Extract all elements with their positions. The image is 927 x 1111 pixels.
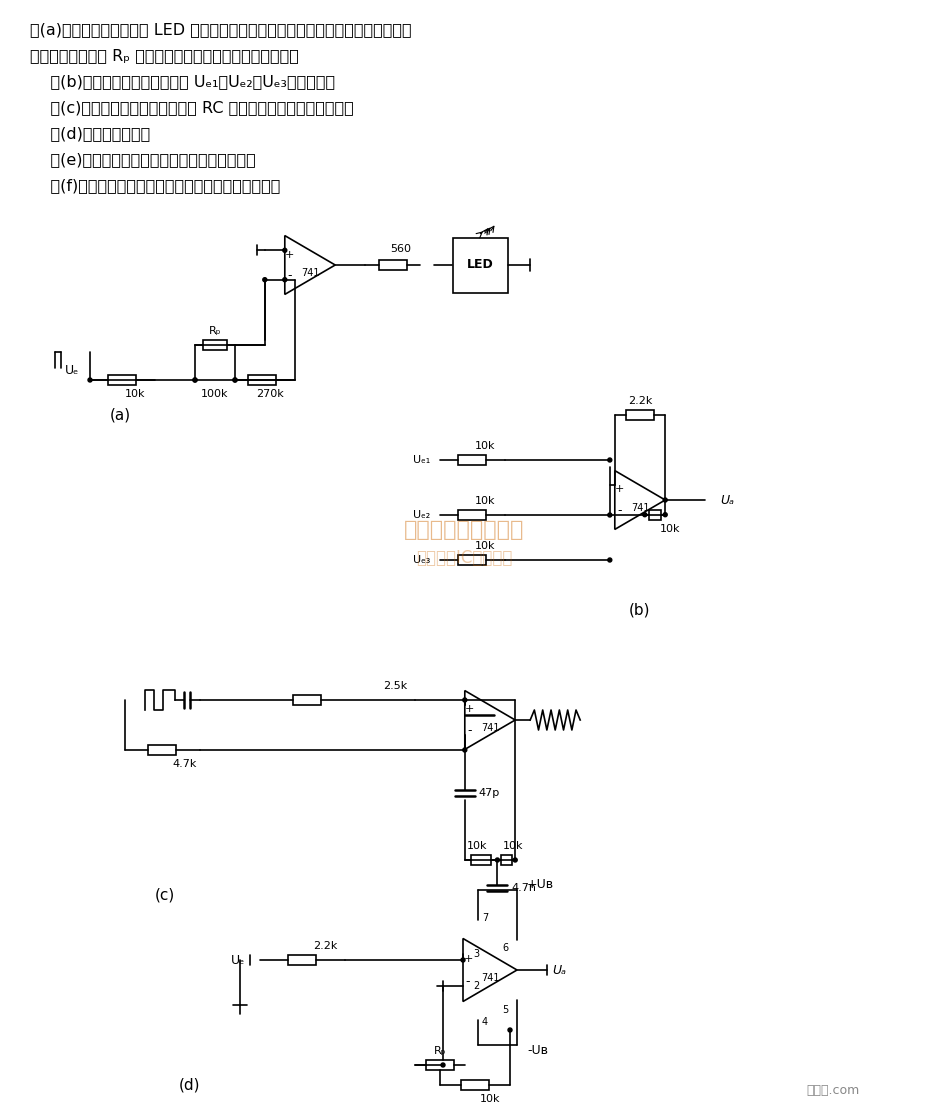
Bar — [108, 376, 136, 386]
Bar — [648, 510, 660, 520]
Text: (a): (a) — [109, 408, 131, 422]
Bar — [425, 1060, 453, 1070]
Circle shape — [495, 858, 499, 862]
Text: 2.2k: 2.2k — [312, 941, 337, 951]
Text: 2: 2 — [473, 981, 478, 991]
Text: Rₚ: Rₚ — [433, 1045, 446, 1055]
Text: 2.2k: 2.2k — [628, 396, 652, 406]
Text: 741: 741 — [630, 503, 649, 513]
Text: 10k: 10k — [475, 496, 495, 506]
Text: 100k: 100k — [201, 389, 228, 399]
Bar — [471, 855, 490, 865]
Text: Uₐ: Uₐ — [719, 493, 733, 507]
Circle shape — [663, 512, 667, 517]
Circle shape — [283, 248, 286, 252]
Text: +: + — [463, 953, 472, 963]
Bar — [458, 456, 486, 466]
Bar — [501, 855, 511, 865]
Text: 741: 741 — [480, 973, 499, 983]
Text: 4: 4 — [481, 1017, 488, 1027]
Circle shape — [607, 558, 611, 562]
Text: 接线图.com: 接线图.com — [806, 1083, 859, 1097]
Circle shape — [461, 958, 464, 962]
Circle shape — [507, 1028, 512, 1032]
Bar — [458, 510, 486, 520]
Circle shape — [262, 278, 267, 282]
Text: 10k: 10k — [659, 523, 679, 533]
Text: LED: LED — [466, 259, 493, 271]
Circle shape — [283, 278, 286, 282]
Circle shape — [193, 378, 197, 382]
Text: -: - — [465, 974, 470, 988]
Text: 10k: 10k — [502, 841, 522, 851]
Text: 47p: 47p — [478, 788, 500, 798]
Bar — [458, 556, 486, 565]
Text: Uₑ: Uₑ — [231, 953, 245, 967]
Text: 4.7n: 4.7n — [511, 883, 536, 893]
Text: Uₐ: Uₐ — [552, 963, 565, 977]
Text: +Uв: +Uв — [527, 879, 553, 891]
Circle shape — [663, 498, 667, 502]
Bar — [203, 340, 227, 350]
Circle shape — [233, 378, 236, 382]
Text: 全球最大IC采购网站: 全球最大IC采购网站 — [415, 549, 512, 567]
Bar — [452, 238, 507, 292]
Text: 6: 6 — [502, 943, 508, 953]
Text: 图(d)为比较器电路。: 图(d)为比较器电路。 — [30, 126, 150, 141]
Text: 741: 741 — [480, 723, 499, 733]
Text: 7: 7 — [481, 913, 488, 923]
Circle shape — [88, 378, 92, 382]
Bar — [461, 1080, 489, 1090]
Circle shape — [193, 378, 197, 382]
Text: Uₑ: Uₑ — [65, 363, 79, 377]
Text: (c): (c) — [155, 888, 175, 902]
Bar — [248, 376, 276, 386]
Circle shape — [607, 513, 611, 517]
Circle shape — [440, 1063, 445, 1067]
Text: 图(a)为带两个发光二极管 LED 的极性显示器，可以鉴别输入信号极性或比较信号的: 图(a)为带两个发光二极管 LED 的极性显示器，可以鉴别输入信号极性或比较信号… — [30, 22, 412, 37]
Text: 4.7k: 4.7k — [172, 759, 197, 769]
Bar — [293, 695, 321, 705]
Circle shape — [607, 458, 611, 462]
Text: 图(b)电路用于对几个输入信号 Uₑ₁、Uₑ₂、Uₑ₃进行相加。: 图(b)电路用于对几个输入信号 Uₑ₁、Uₑ₂、Uₑ₃进行相加。 — [30, 74, 335, 89]
Text: 图(e)为有较高频率和对称输入的比较器电路。: 图(e)为有较高频率和对称输入的比较器电路。 — [30, 152, 256, 167]
Text: 杭州维库电子市场网: 杭州维库电子市场网 — [403, 520, 524, 540]
Text: 3: 3 — [473, 949, 478, 959]
Text: Uₑ₁: Uₑ₁ — [413, 456, 429, 466]
Circle shape — [233, 378, 236, 382]
Text: -: - — [467, 724, 472, 737]
Text: (d): (d) — [179, 1078, 200, 1092]
Circle shape — [642, 512, 646, 517]
Text: -: - — [287, 269, 292, 282]
Text: 741: 741 — [300, 268, 319, 278]
Text: 图(c)电路为精密积分器电路，其 RC 网络必须与输入信号相匹配。: 图(c)电路为精密积分器电路，其 RC 网络必须与输入信号相匹配。 — [30, 100, 353, 116]
Text: Uₑ₃: Uₑ₃ — [413, 556, 429, 565]
Text: 10k: 10k — [475, 541, 495, 551]
Text: +: + — [615, 484, 624, 494]
Text: (b): (b) — [629, 602, 650, 618]
Circle shape — [513, 858, 516, 862]
Text: 10k: 10k — [479, 1094, 500, 1104]
Text: -Uв: -Uв — [527, 1043, 548, 1057]
Text: 10k: 10k — [466, 841, 487, 851]
Bar — [626, 410, 654, 420]
Text: -: - — [616, 504, 621, 517]
Text: 270k: 270k — [256, 389, 284, 399]
Text: 10k: 10k — [475, 441, 495, 451]
Text: 图(f)为在输入端接有电压跟随器的精密比较器电路。: 图(f)为在输入端接有电压跟随器的精密比较器电路。 — [30, 178, 280, 193]
Text: 5: 5 — [502, 1005, 508, 1015]
Circle shape — [463, 748, 466, 752]
Bar — [378, 260, 406, 270]
Text: 10k: 10k — [124, 389, 146, 399]
Text: Uₑ₂: Uₑ₂ — [413, 510, 429, 520]
Circle shape — [463, 698, 466, 702]
Text: +: + — [285, 250, 294, 260]
Text: +: + — [464, 704, 474, 714]
Text: 560: 560 — [389, 244, 411, 254]
Bar — [148, 745, 176, 755]
Text: Rₚ: Rₚ — [209, 326, 221, 336]
Text: 2.5k: 2.5k — [383, 681, 407, 691]
Bar — [288, 955, 316, 965]
Text: 大小。利用电位器 Rₚ 可以调整两发光二极管显示的灵敏度。: 大小。利用电位器 Rₚ 可以调整两发光二极管显示的灵敏度。 — [30, 48, 298, 63]
